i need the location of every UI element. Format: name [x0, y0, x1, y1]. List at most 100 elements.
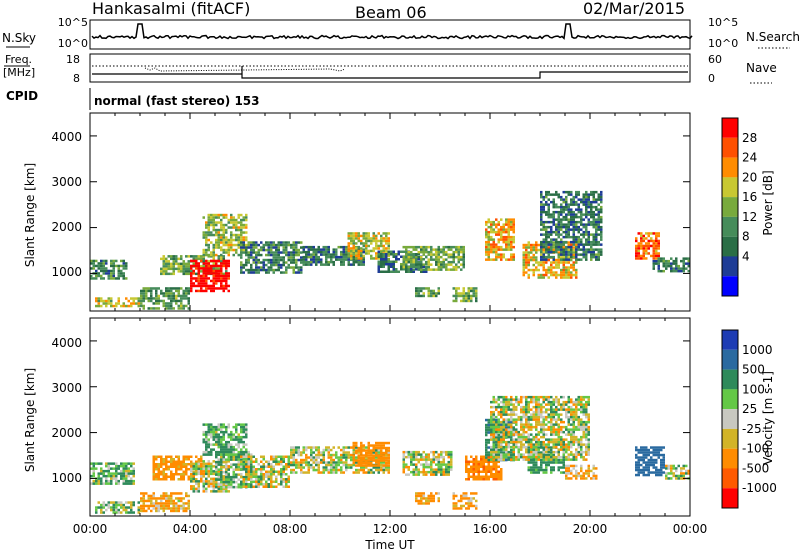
- power-panel: 4000 3000 2000 1000 Slant Range [km]: [23, 112, 691, 312]
- power-colorbar-tick: 16: [742, 190, 757, 204]
- velocity-colorbar-tick: 1000: [742, 343, 773, 357]
- nsky-panel: N.Sky 10^5 10^0 10^5 10^0 N.Search: [2, 16, 800, 50]
- freq-label-1: Freq.: [5, 53, 32, 66]
- data-blob: [565, 464, 598, 480]
- colorbar-segment: [722, 369, 738, 390]
- data-blob: [490, 395, 590, 461]
- data-blob: [415, 492, 440, 505]
- power-colorbar-tick: 20: [742, 170, 757, 184]
- x-axis-label: Time UT: [364, 538, 415, 552]
- velocity-panel: 4000 3000 2000 1000 Slant Range [km]: [23, 317, 691, 517]
- colorbar-segment: [722, 389, 738, 410]
- data-blob: [352, 441, 390, 467]
- data-blob: [90, 462, 135, 485]
- nsky-tick-bottom: 10^0: [58, 37, 88, 50]
- data-blob: [240, 241, 303, 274]
- power-ytick-2000: 2000: [51, 220, 82, 234]
- nsky-series: [91, 23, 693, 40]
- axis-ticks: [89, 113, 691, 516]
- velocity-colorbar: Velocity [m s-1] 1000 500 100 25 -25 -100 -500…: [721, 329, 777, 509]
- velocity-colorbar-tick: -500: [742, 461, 769, 475]
- colorbar-segment: [722, 468, 738, 489]
- data-blob: [665, 464, 690, 480]
- vel-ytick-2000: 2000: [51, 426, 82, 440]
- velocity-colorbar-tick: 100: [742, 382, 765, 396]
- cpid-label: CPID: [6, 89, 38, 103]
- vel-ytick-1000: 1000: [51, 471, 82, 485]
- colorbar-segment: [722, 276, 738, 296]
- data-blob: [652, 257, 690, 273]
- velocity-data: [90, 395, 690, 514]
- nsearch-tick-bottom: 10^0: [708, 37, 738, 50]
- colorbar-segment: [722, 157, 738, 178]
- velocity-colorbar-tick: 25: [742, 402, 757, 416]
- data-blob: [402, 245, 465, 271]
- colorbar-segment: [722, 488, 738, 508]
- colorbar-segment: [722, 137, 738, 158]
- velocity-colorbar-tick: -100: [742, 442, 769, 456]
- data-blob: [240, 455, 290, 488]
- data-blob: [635, 232, 660, 260]
- power-colorbar-tick: 12: [742, 210, 757, 224]
- nsky-tick-top: 10^5: [58, 16, 88, 29]
- data-blob: [635, 446, 665, 477]
- data-blob: [402, 450, 453, 476]
- data-blob: [190, 259, 230, 293]
- data-blob: [452, 287, 478, 303]
- velocity-y-axis: 4000 3000 2000 1000: [51, 336, 82, 485]
- station-title: Hankasalmi (fitACF): [92, 0, 250, 18]
- velocity-colorbar-tick: -25: [742, 422, 762, 436]
- colorbar-segment: [722, 118, 738, 138]
- colorbar-segment: [722, 216, 738, 237]
- colorbar-segment: [722, 409, 738, 429]
- data-blob: [415, 287, 440, 298]
- data-blob: [202, 213, 248, 257]
- power-colorbar-tick: 24: [742, 151, 757, 165]
- power-ytick-3000: 3000: [51, 175, 82, 189]
- power-ytick-4000: 4000: [51, 130, 82, 144]
- power-colorbar-tick: 4: [742, 249, 750, 263]
- x-axis: 00:00 04:00 08:00 12:00 16:00 20:00 00:0…: [73, 522, 708, 552]
- nave-series: [144, 67, 346, 72]
- xtick-5: 20:00: [573, 522, 608, 536]
- xtick-6: 00:00: [673, 522, 708, 536]
- freq-series: [92, 66, 688, 79]
- xtick-2: 08:00: [273, 522, 308, 536]
- xtick-3: 12:00: [373, 522, 408, 536]
- vel-ytick-4000: 4000: [51, 336, 82, 350]
- colorbar-segment: [722, 448, 738, 469]
- nave-tick-top: 60: [708, 53, 722, 66]
- power-colorbar-tick: 28: [742, 131, 757, 145]
- colorbar-segment: [722, 256, 738, 277]
- nsearch-tick-top: 10^5: [708, 16, 738, 29]
- power-colorbar: Power [dB] 28 24 20 16 12 8 4: [721, 117, 775, 297]
- power-colorbar-label: Power [dB]: [761, 170, 775, 235]
- xtick-0: 00:00: [73, 522, 108, 536]
- vel-ytick-3000: 3000: [51, 381, 82, 395]
- freq-panel: Freq. [MHz] 18 8 60 0 Nave: [3, 53, 777, 85]
- data-blob: [540, 190, 603, 261]
- velocity-ylabel: Slant Range [km]: [23, 368, 37, 472]
- nave-tick-bottom: 0: [708, 72, 715, 85]
- colorbar-segment: [722, 330, 738, 350]
- data-blob: [140, 492, 190, 513]
- velocity-colorbar-tick: -1000: [742, 481, 777, 495]
- nave-label: Nave: [746, 61, 777, 75]
- data-blob: [202, 423, 248, 456]
- data-blob: [302, 245, 365, 266]
- data-blob: [347, 232, 390, 260]
- data-blob: [485, 218, 515, 261]
- nsky-label: N.Sky: [2, 31, 36, 45]
- data-blob: [140, 287, 190, 310]
- beam-title: Beam 06: [355, 3, 427, 22]
- date-title: 02/Mar/2015: [583, 0, 685, 18]
- colorbar-segment: [722, 428, 738, 449]
- colorbar-segment: [722, 349, 738, 370]
- nsearch-label: N.Search: [746, 30, 800, 44]
- freq-tick-bottom: 8: [73, 72, 80, 85]
- xtick-1: 04:00: [173, 522, 208, 536]
- data-blob: [95, 297, 140, 308]
- freq-label-2: [MHz]: [3, 66, 35, 79]
- power-y-axis: 4000 3000 2000 1000: [51, 130, 82, 279]
